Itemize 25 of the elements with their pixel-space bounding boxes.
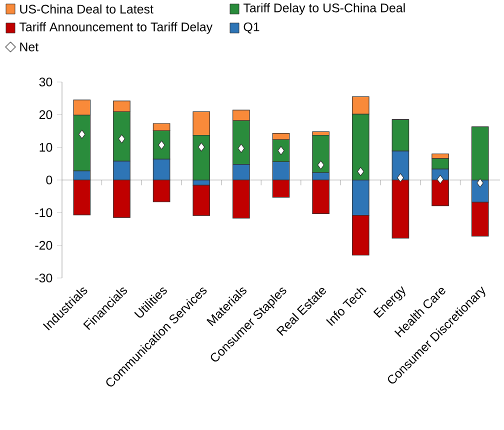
point <box>158 140 166 150</box>
point <box>317 160 324 170</box>
y-tick-label: 10 <box>40 142 52 152</box>
point <box>436 174 444 184</box>
y-tick-label: -20 <box>35 240 52 250</box>
point <box>118 134 126 144</box>
legend-label: Q1 <box>244 22 260 34</box>
point <box>397 173 404 182</box>
x-tick-label: Info Tech <box>326 288 366 326</box>
bar <box>192 184 210 216</box>
legend-label: Tariff Announcement to Tariff Delay <box>19 22 213 34</box>
y-tick-label: 20 <box>39 110 52 120</box>
point <box>476 178 484 188</box>
point <box>357 167 364 176</box>
y-tick-label: 30 <box>39 78 52 86</box>
legend-label: Tariff Delay to US-China Deal <box>243 3 405 15</box>
point <box>278 146 284 156</box>
point <box>238 144 245 153</box>
legend-label: Net <box>20 42 38 52</box>
point <box>78 130 86 139</box>
y-tick-label: -30 <box>35 274 52 282</box>
y-tick-label: 0 <box>46 176 52 184</box>
point <box>198 142 205 152</box>
legend-label: US-China Deal to Latest <box>20 4 154 14</box>
y-tick-label: -10 <box>35 208 52 218</box>
